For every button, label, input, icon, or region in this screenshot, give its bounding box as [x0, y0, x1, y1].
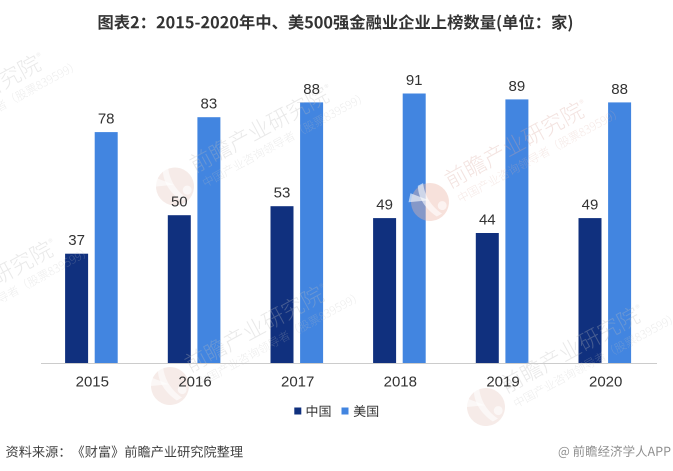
svg-text:49: 49 — [582, 197, 599, 214]
svg-text:83: 83 — [201, 96, 218, 113]
svg-text:89: 89 — [509, 78, 526, 95]
svg-text:2018: 2018 — [384, 374, 417, 391]
svg-text:37: 37 — [68, 232, 85, 249]
svg-text:88: 88 — [303, 81, 320, 98]
svg-text:49: 49 — [376, 197, 393, 214]
svg-text:2017: 2017 — [281, 374, 314, 391]
svg-text:2016: 2016 — [178, 374, 211, 391]
svg-text:44: 44 — [479, 212, 496, 229]
svg-text:91: 91 — [406, 72, 423, 89]
svg-text:50: 50 — [171, 194, 188, 211]
svg-text:2019: 2019 — [486, 374, 519, 391]
svg-text:88: 88 — [611, 81, 628, 98]
svg-text:53: 53 — [274, 185, 291, 202]
svg-text:2020: 2020 — [589, 374, 622, 391]
svg-text:78: 78 — [98, 111, 115, 128]
svg-text:2015: 2015 — [76, 374, 109, 391]
